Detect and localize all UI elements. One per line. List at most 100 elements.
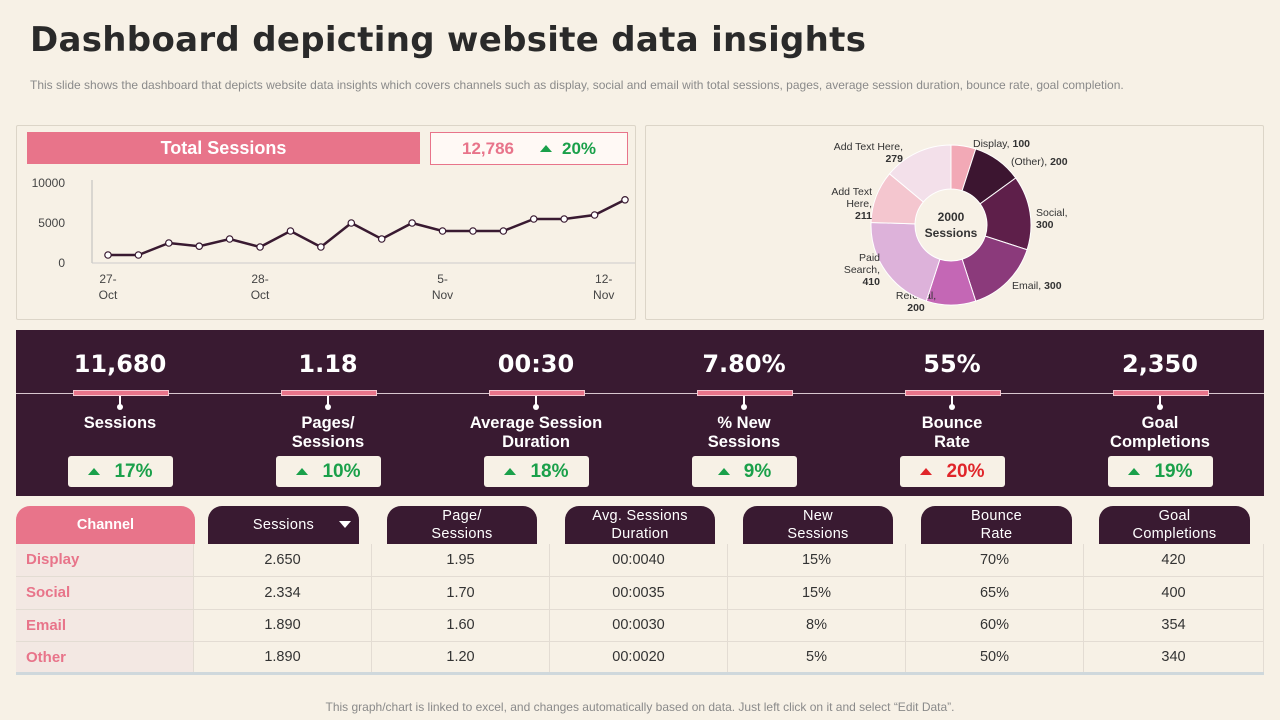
metric-change-value: 20%	[946, 460, 985, 482]
table-header-line2: Duration	[611, 526, 669, 542]
metric-change-badge: 10%	[276, 456, 381, 487]
total-sessions-stat: 12,786 20%	[430, 132, 628, 165]
metrics-strip: 11,680 Sessions 17% 1.18 Pages/ Sessions	[16, 330, 1264, 496]
data-point	[590, 211, 599, 219]
table-header: Bounce Rate	[921, 506, 1072, 544]
y-tick-label: 5000	[38, 216, 65, 230]
table-cell: 50%	[906, 642, 1084, 672]
metric-card: 55% Bounce Rate 20%	[848, 330, 1056, 496]
metric-connector	[327, 396, 329, 408]
table-cell: 1.70	[372, 576, 550, 609]
slice-label: Social, 300	[1036, 207, 1068, 231]
table-cell: 65%	[906, 576, 1084, 609]
up-arrow-icon	[920, 468, 933, 475]
metric-label-line1: % New	[717, 414, 771, 432]
table-cell: 8%	[728, 609, 906, 642]
table-cell: 70%	[906, 544, 1084, 576]
table-header: Page/ Sessions	[387, 506, 537, 544]
table-cell: 00:0035	[550, 576, 728, 609]
metric-value: 11,680	[73, 350, 167, 378]
data-point	[134, 251, 143, 259]
data-point	[195, 242, 204, 251]
metric-label-line1: Average Session	[469, 414, 603, 432]
table-header: Goal Completions	[1099, 506, 1250, 544]
table-header: Avg. Sessions Duration	[565, 506, 715, 544]
data-point	[347, 219, 356, 227]
table-header-line1: New	[803, 508, 833, 524]
page-subtitle: This slide shows the dashboard that depi…	[30, 78, 1124, 92]
page-title: Dashboard depicting website data insight…	[30, 20, 867, 60]
data-point	[408, 219, 416, 227]
data-point	[165, 239, 173, 247]
y-tick-label: 10000	[32, 176, 66, 190]
table-header-line2: Sessions	[787, 526, 849, 542]
x-tick-label: 27-	[99, 272, 116, 286]
metric-connector-dot	[117, 404, 123, 410]
data-point	[377, 235, 386, 243]
metric-highlight-bar	[489, 390, 585, 396]
donut-slice	[888, 144, 952, 203]
metric-card: 2,350 Goal Completions 19%	[1056, 330, 1264, 496]
table-header-line1: Page/	[442, 508, 482, 524]
up-arrow-icon	[717, 468, 730, 475]
total-sessions-panel: Total Sessions 12,786 20% 0 5000 10000 27- O…	[16, 125, 636, 320]
table-cell: 2.334	[194, 576, 372, 609]
y-tick-label: 0	[58, 256, 65, 270]
metric-label-line1: Pages/	[301, 414, 355, 432]
x-tick-label: 28-	[251, 272, 268, 286]
table-header-line2: Sessions	[431, 526, 493, 542]
metric-change-value: 18%	[530, 460, 569, 482]
data-point	[256, 243, 264, 251]
up-arrow-icon	[296, 468, 309, 475]
table-header-line1: Goal	[1158, 508, 1191, 524]
table-header-line1: Bounce	[971, 508, 1022, 524]
metric-label-line2: Sessions	[707, 433, 781, 451]
total-sessions-title: Total Sessions	[27, 132, 420, 164]
metric-label: Goal Completions	[1056, 414, 1264, 452]
sessions-series-line	[108, 198, 626, 257]
slice-label: Paid Search, 410	[844, 252, 880, 288]
channel-name-cell: Other	[16, 642, 194, 672]
metric-connector-dot	[325, 404, 331, 410]
metric-change-badge: 20%	[900, 456, 1005, 487]
metric-label-line1: Goal	[1141, 414, 1179, 432]
metric-label: Average Session Duration	[432, 414, 640, 452]
sort-down-icon[interactable]	[339, 521, 351, 528]
metric-connector	[119, 396, 121, 408]
table-cell: 15%	[728, 576, 906, 609]
metric-value: 2,350	[1122, 350, 1198, 378]
up-arrow-icon	[504, 468, 517, 475]
table-header-line1: Sessions	[252, 517, 315, 533]
total-sessions-change: 20%	[539, 139, 596, 159]
metric-label-line1: Sessions	[83, 414, 157, 432]
metric-label: Sessions	[16, 414, 224, 433]
metric-highlight-bar	[697, 390, 793, 396]
metric-label-line2: Rate	[934, 433, 970, 451]
table-cell: 400	[1084, 576, 1264, 609]
metric-label-line2: Sessions	[291, 433, 365, 451]
metric-change-badge: 19%	[1108, 456, 1213, 487]
sessions-sort-header[interactable]: Sessions	[208, 506, 359, 544]
up-arrow-icon	[539, 145, 552, 152]
metric-change-value: 19%	[1154, 460, 1193, 482]
metric-change-badge: 9%	[692, 456, 797, 487]
table-cell: 1.890	[194, 609, 372, 642]
total-sessions-value: 12,786	[461, 138, 514, 158]
table-header-line1: Channel	[76, 517, 135, 533]
metric-change-value: 10%	[322, 460, 361, 482]
channel-name-cell: Display	[16, 544, 194, 576]
slice-label: Add Text Here, 279	[834, 141, 903, 165]
metric-card: 1.18 Pages/ Sessions 10%	[224, 330, 432, 496]
data-point	[317, 243, 325, 251]
footer-note: This graph/chart is linked to excel, and…	[325, 700, 955, 714]
donut-center-value: 2000	[938, 210, 965, 224]
channel-name-cell: Email	[16, 609, 194, 642]
metric-highlight-bar	[281, 390, 377, 396]
data-point	[560, 215, 568, 223]
table-cell: 354	[1084, 609, 1264, 642]
table-cell: 420	[1084, 544, 1264, 576]
table-cell: 5%	[728, 642, 906, 672]
x-tick-label: Nov	[432, 288, 453, 302]
metric-change-value: 17%	[114, 460, 153, 482]
table-cell: 00:0030	[550, 609, 728, 642]
